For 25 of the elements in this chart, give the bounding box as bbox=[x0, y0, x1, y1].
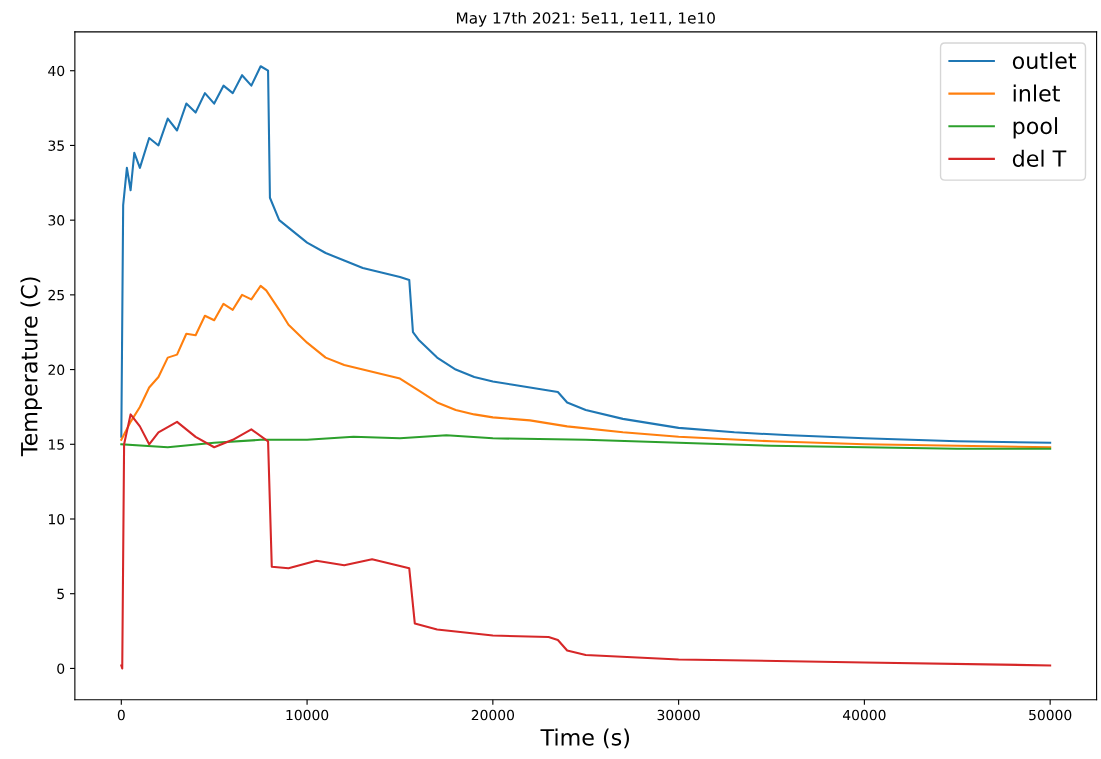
y-axis-title: Temperature (C) bbox=[20, 277, 42, 457]
y-tick-label: 5 bbox=[57, 588, 64, 600]
legend-label: inlet bbox=[1013, 84, 1060, 102]
x-tick-label: 50000 bbox=[1029, 709, 1072, 721]
y-tick-label: 10 bbox=[49, 513, 65, 525]
legend-label: pool bbox=[1013, 117, 1058, 139]
y-tick-label: 15 bbox=[49, 439, 64, 450]
y-tick-label: 40 bbox=[48, 65, 65, 77]
x-tick-label: 10000 bbox=[286, 709, 329, 721]
y-tick-label: 25 bbox=[48, 289, 64, 301]
x-tick-label: 0 bbox=[117, 709, 125, 721]
x-axis-title: Time (s) bbox=[540, 728, 629, 749]
x-tick-label: 40000 bbox=[842, 709, 886, 721]
legend-label: del T bbox=[1012, 149, 1067, 167]
y-tick-label: 35 bbox=[48, 140, 64, 151]
legend-label: outlet bbox=[1012, 51, 1077, 70]
y-tick-label: 0 bbox=[57, 663, 65, 674]
line-series bbox=[120, 434, 1052, 450]
y-tick-label: 20 bbox=[48, 364, 65, 376]
line-series bbox=[120, 284, 1052, 449]
chart-title: May 17th 2021: 5e11, 1e11, 1e10 bbox=[457, 11, 715, 27]
x-tick-label: 30000 bbox=[657, 709, 700, 721]
y-tick-label: 30 bbox=[48, 215, 65, 226]
x-tick-label: 20000 bbox=[471, 709, 515, 721]
line-series bbox=[120, 413, 1052, 670]
